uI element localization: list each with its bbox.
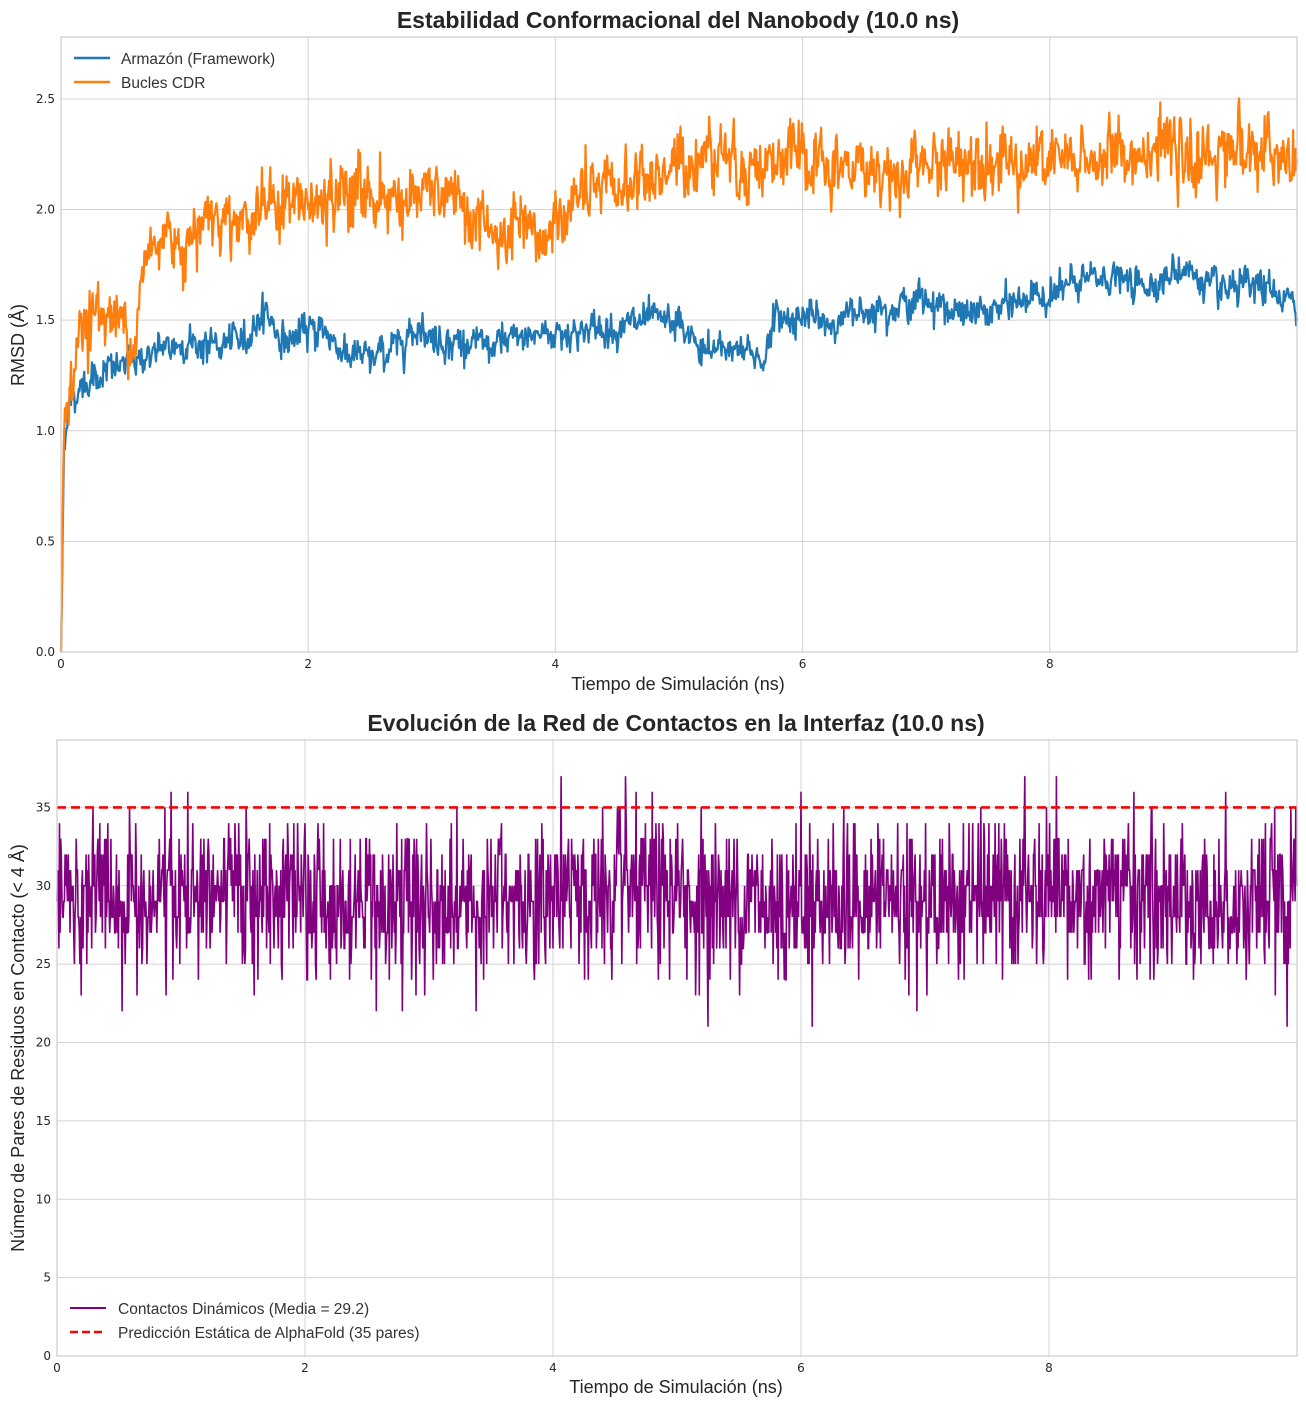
rmsd-y-tick-label: 0.5 [36, 534, 55, 548]
rmsd-y-tick-label: 0.0 [36, 645, 55, 659]
contacts-y-tick-label: 15 [36, 1114, 51, 1128]
rmsd-x-tick-label: 8 [1046, 657, 1054, 671]
rmsd-y-tick-label: 1.0 [36, 424, 55, 438]
contacts-chart: Evolución de la Red de Contactos en la I… [8, 710, 1298, 1397]
rmsd-legend: Armazón (Framework) Bucles CDR [74, 51, 275, 92]
contacts-x-tick-label: 2 [301, 1361, 309, 1375]
rmsd-y-tick-label: 2.0 [36, 203, 55, 217]
contacts-plot-frame [56, 739, 1298, 1357]
rmsd-y-axis-label: RMSD (Å) [8, 304, 28, 386]
contacts-y-tick-label: 10 [36, 1192, 51, 1206]
contacts-y-tick-label: 20 [36, 1036, 51, 1050]
rmsd-x-axis-label: Tiempo de Simulación (ns) [571, 674, 784, 694]
contacts-y-tick-label: 35 [36, 800, 51, 814]
contacts-x-tick-label: 8 [1045, 1361, 1053, 1375]
rmsd-chart: Estabilidad Conformacional del Nanobody … [8, 7, 1299, 694]
contacts-y-tick-label: 25 [36, 957, 51, 971]
legend-label-alphafold: Predicción Estática de AlphaFold (35 par… [118, 1325, 420, 1342]
rmsd-y-tick-label: 1.5 [36, 313, 55, 327]
contacts-x-tick-label: 0 [53, 1361, 61, 1375]
contacts-x-axis-label: Tiempo de Simulación (ns) [569, 1377, 782, 1397]
rmsd-x-tick-label: 0 [57, 657, 65, 671]
contacts-x-tick-label: 6 [797, 1361, 805, 1375]
contacts-x-tick-label: 4 [549, 1361, 557, 1375]
legend-label-cdr: Bucles CDR [121, 75, 205, 92]
rmsd-ticks: 0 2 4 6 8 0.0 0.5 1.0 1.5 2.0 2.5 [36, 92, 1054, 671]
contacts-ticks: 0 2 4 6 8 0 5 10 15 20 25 30 35 [36, 800, 1053, 1375]
rmsd-x-tick-label: 6 [799, 657, 807, 671]
legend-label-framework: Armazón (Framework) [121, 51, 275, 68]
contacts-chart-title: Evolución de la Red de Contactos en la I… [367, 710, 984, 736]
rmsd-chart-title: Estabilidad Conformacional del Nanobody … [397, 7, 959, 33]
rmsd-x-tick-label: 4 [552, 657, 560, 671]
contacts-legend: Contactos Dinámicos (Media = 29.2) Predi… [70, 1301, 420, 1342]
legend-label-contacts: Contactos Dinámicos (Media = 29.2) [118, 1301, 369, 1318]
contacts-dynamic-line [56, 776, 1298, 1027]
rmsd-y-tick-label: 2.5 [36, 92, 55, 106]
rmsd-series-line-0 [59, 253, 1299, 653]
contacts-y-tick-label: 30 [36, 879, 51, 893]
contacts-y-axis-label: Número de Pares de Residuos en Contacto … [8, 844, 28, 1252]
contacts-y-tick-label: 5 [43, 1271, 51, 1285]
rmsd-series-group [59, 97, 1299, 653]
rmsd-series-line-1 [59, 97, 1299, 653]
rmsd-plot-frame [60, 36, 1298, 653]
rmsd-x-tick-label: 2 [304, 657, 312, 671]
contacts-y-tick-label: 0 [43, 1349, 51, 1363]
contacts-series-group [56, 776, 1298, 1027]
